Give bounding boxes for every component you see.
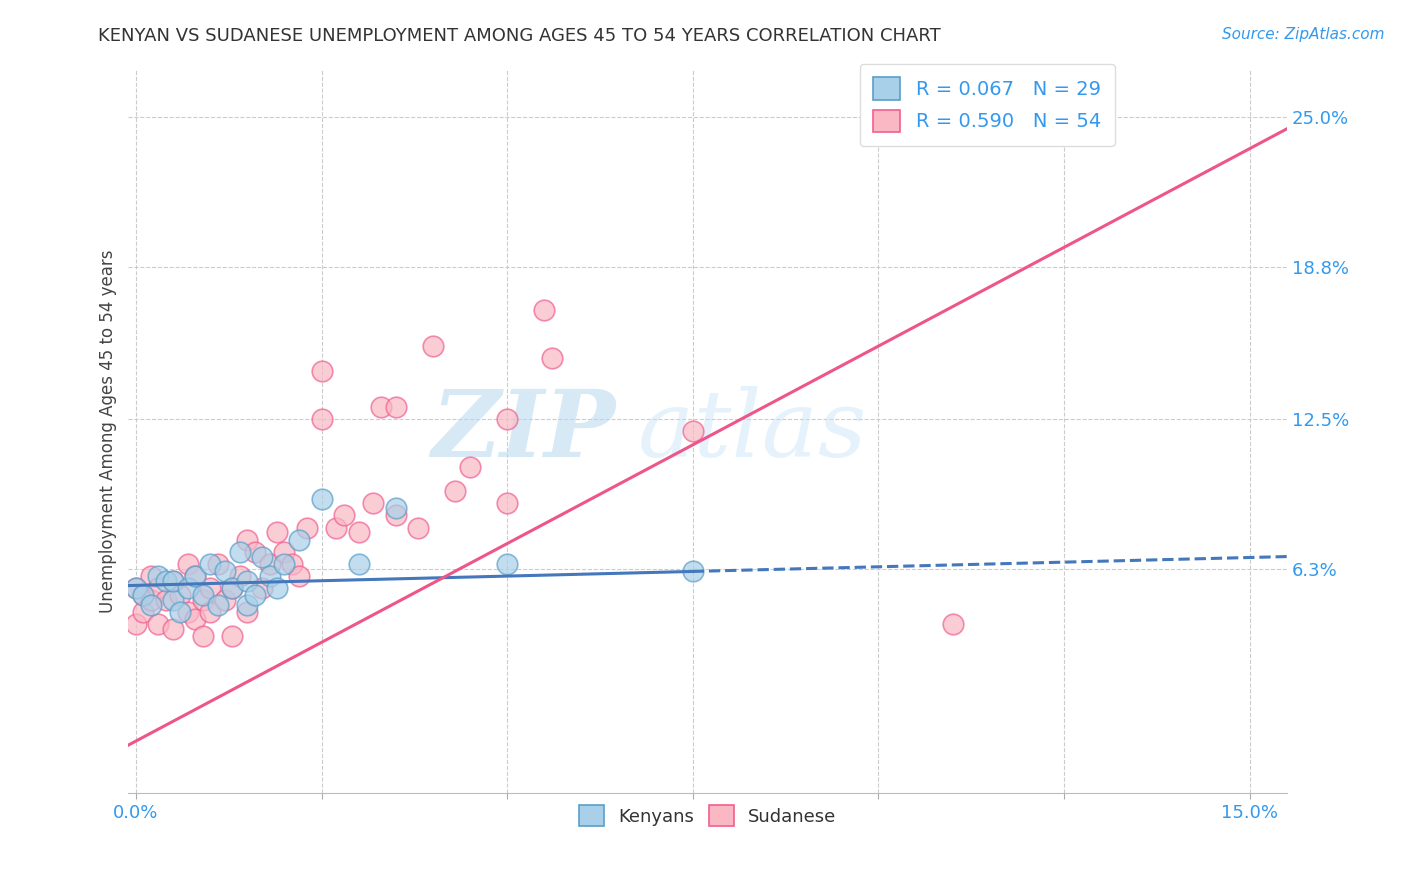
Point [266, 581, 288, 595]
Point [236, 598, 259, 612]
Point [198, 605, 221, 619]
Point [363, 496, 385, 510]
Point [125, 617, 148, 632]
Point [214, 593, 236, 607]
Point [177, 605, 200, 619]
Point [184, 569, 207, 583]
Point [384, 400, 406, 414]
Point [214, 564, 236, 578]
Point [221, 581, 243, 595]
Point [146, 581, 169, 595]
Point [288, 569, 311, 583]
Legend: Kenyans, Sudanese: Kenyans, Sudanese [569, 797, 845, 835]
Point [682, 424, 704, 438]
Point [259, 557, 281, 571]
Point [496, 557, 519, 571]
Point [311, 363, 333, 377]
Point [221, 581, 243, 595]
Text: KENYAN VS SUDANESE UNEMPLOYMENT AMONG AGES 45 TO 54 YEARS CORRELATION CHART: KENYAN VS SUDANESE UNEMPLOYMENT AMONG AG… [98, 27, 941, 45]
Point [325, 520, 347, 534]
Point [207, 557, 229, 571]
Point [384, 501, 406, 516]
Point [184, 569, 207, 583]
Text: Source: ZipAtlas.com: Source: ZipAtlas.com [1222, 27, 1385, 42]
Point [132, 588, 155, 602]
Point [422, 339, 444, 353]
Point [444, 484, 467, 499]
Point [146, 569, 169, 583]
Point [458, 460, 481, 475]
Point [347, 557, 370, 571]
Point [288, 533, 311, 547]
Point [384, 508, 406, 523]
Point [533, 303, 555, 318]
Text: atlas: atlas [638, 386, 868, 476]
Point [191, 629, 214, 643]
Point [250, 581, 273, 595]
Point [942, 617, 965, 632]
Point [125, 581, 148, 595]
Point [496, 412, 519, 426]
Point [221, 629, 243, 643]
Y-axis label: Unemployment Among Ages 45 to 54 years: Unemployment Among Ages 45 to 54 years [100, 249, 117, 613]
Point [125, 581, 148, 595]
Point [198, 581, 221, 595]
Point [281, 557, 304, 571]
Point [229, 545, 252, 559]
Point [177, 557, 200, 571]
Point [243, 588, 266, 602]
Point [162, 593, 184, 607]
Text: ZIP: ZIP [430, 386, 614, 476]
Point [169, 588, 191, 602]
Point [162, 574, 184, 588]
Point [266, 525, 288, 540]
Point [191, 593, 214, 607]
Point [496, 496, 519, 510]
Point [273, 557, 295, 571]
Point [229, 569, 252, 583]
Point [347, 525, 370, 540]
Point [295, 520, 318, 534]
Point [132, 588, 155, 602]
Point [191, 588, 214, 602]
Point [236, 533, 259, 547]
Point [146, 617, 169, 632]
Point [155, 574, 177, 588]
Point [198, 557, 221, 571]
Point [333, 508, 356, 523]
Point [139, 569, 162, 583]
Point [162, 622, 184, 636]
Point [370, 400, 392, 414]
Point [155, 593, 177, 607]
Point [139, 593, 162, 607]
Point [311, 491, 333, 506]
Point [540, 351, 562, 366]
Point [682, 564, 704, 578]
Point [236, 574, 259, 588]
Point [259, 569, 281, 583]
Point [406, 520, 429, 534]
Point [236, 605, 259, 619]
Point [139, 598, 162, 612]
Point [169, 605, 191, 619]
Point [273, 545, 295, 559]
Point [243, 545, 266, 559]
Point [311, 412, 333, 426]
Point [207, 598, 229, 612]
Point [177, 581, 200, 595]
Point [184, 612, 207, 626]
Point [250, 549, 273, 564]
Point [162, 574, 184, 588]
Point [132, 605, 155, 619]
